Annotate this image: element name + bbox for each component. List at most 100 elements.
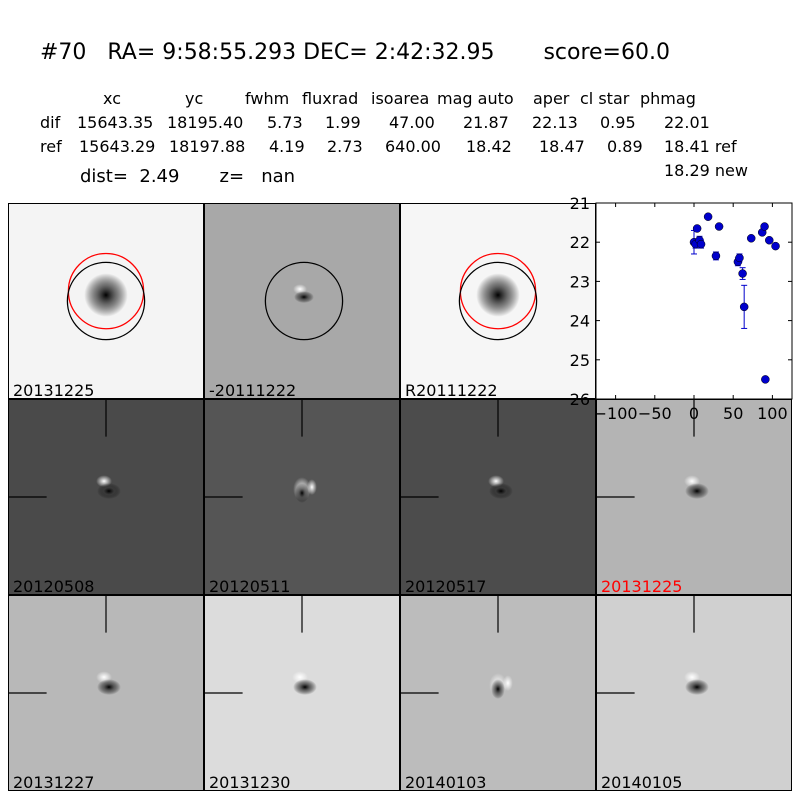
stamp-date-label: 20140105 [601, 773, 683, 791]
dif-aper: 22.13 [532, 113, 578, 132]
stamp-date-label: 20120508 [13, 577, 95, 595]
row-label-ref: ref [40, 137, 62, 156]
residual-negative [489, 483, 513, 499]
residual-negative [685, 679, 709, 695]
x-tick-label: −50 [638, 404, 672, 423]
y-tick-label: 25 [570, 351, 590, 370]
stamp-image [597, 400, 709, 499]
residual-negative [295, 483, 309, 503]
data-point [696, 239, 706, 249]
ref-isoarea: 640.00 [385, 137, 441, 156]
ref-fluxrad: 2.73 [327, 137, 363, 156]
ref-xc: 15643.29 [79, 137, 156, 156]
aperture-circle-black [66, 261, 146, 341]
stamp-image [401, 596, 513, 699]
dif-phmag: 22.01 [664, 113, 710, 132]
light-curve-svg: 21 22 23 24 25 26−100 −50 0 50 100 [570, 194, 793, 423]
data-point [692, 224, 702, 233]
stamp-image [9, 400, 121, 499]
stamp-date-label: 20140103 [405, 773, 487, 791]
data-point [765, 235, 774, 245]
residual-negative [294, 291, 314, 303]
stamp-image [264, 261, 344, 341]
data-point [711, 251, 721, 261]
stamp-image [458, 252, 538, 341]
residual-negative [97, 483, 121, 499]
stamp-panel: 20120517 [400, 399, 596, 595]
stamp-date-label: 20131225 [601, 577, 683, 595]
stamp-image [205, 596, 317, 695]
ref-aper: 18.47 [539, 137, 585, 156]
col-header-fluxrad: fluxrad [302, 89, 359, 108]
source-star [84, 273, 128, 317]
ref-cl-star: 0.89 [607, 137, 643, 156]
col-header-fwhm: fwhm [245, 89, 290, 108]
stamp-image [205, 400, 317, 503]
dif-cl-star: 0.95 [600, 113, 636, 132]
stamp-date-label: -20111222 [209, 381, 297, 399]
stamp-panel: 20131225 [596, 399, 792, 595]
residual-negative [491, 679, 505, 699]
residual-negative [293, 679, 317, 695]
col-header-xc: xc [103, 89, 121, 108]
dif-yc: 18195.40 [167, 113, 244, 132]
ref-yc: 18197.88 [169, 137, 246, 156]
col-header-cl-star: cl star [580, 89, 630, 108]
col-header-mag-auto: mag auto [437, 89, 514, 108]
stamp-panel: 20131225 [8, 203, 204, 399]
stamp-panel: 20120511 [204, 399, 400, 595]
data-point [703, 212, 713, 221]
stamp-panel: R20111222 [400, 203, 596, 399]
stamp-image [401, 400, 513, 499]
residual-positive [502, 675, 513, 692]
stamp-date-label: R20111222 [405, 381, 498, 399]
dif-xc: 15643.35 [77, 113, 154, 132]
y-tick-label: 22 [570, 233, 590, 252]
residual-negative [97, 679, 121, 695]
dif-isoarea: 47.00 [389, 113, 435, 132]
col-header-aper: aper [533, 89, 570, 108]
stamp-date-label: 20131225 [13, 381, 95, 399]
col-header-isoarea: isoarea [371, 89, 430, 108]
stamp-date-label: 20131227 [13, 773, 95, 791]
stamp-date-label: 20120517 [405, 577, 487, 595]
ref-phmag: 18.41 ref [664, 137, 737, 156]
data-point [771, 241, 780, 251]
dif-fluxrad: 1.99 [325, 113, 361, 132]
y-tick-label: 24 [570, 312, 590, 331]
col-header-phmag: phmag [640, 89, 696, 108]
light-curve-plot: 21 22 23 24 25 26 −100 −50 0 50 100 [570, 194, 793, 423]
ref-fwhm: 4.19 [269, 137, 305, 156]
aperture-circle-black [264, 261, 344, 341]
stamp-panel: 20140103 [400, 595, 596, 791]
row-label-dif: dif [40, 113, 61, 132]
stamp-panel: 20120508 [8, 399, 204, 595]
dif-fwhm: 5.73 [267, 113, 303, 132]
stamp-panel: 20131227 [8, 595, 204, 791]
ref-mag-auto: 18.42 [466, 137, 512, 156]
y-tick-label: 26 [570, 390, 590, 409]
aperture-circle-black [458, 261, 538, 341]
residual-positive [306, 479, 317, 496]
residual-negative [685, 483, 709, 499]
stamp-date-label: 20120511 [209, 577, 291, 595]
new-phmag: 18.29 new [664, 161, 748, 180]
data-point [761, 375, 770, 384]
data-point [738, 269, 747, 278]
x-tick-label: 0 [689, 404, 699, 423]
col-header-yc: yc [185, 89, 204, 108]
distance-redshift-line: dist= 2.49 z= nan [80, 166, 296, 187]
data-point [760, 222, 769, 231]
data-point [714, 222, 724, 231]
x-tick-label: 100 [757, 404, 788, 423]
data-point [735, 253, 744, 263]
stamp-image [597, 596, 709, 695]
x-tick-label: −100 [594, 404, 638, 423]
stamp-image [9, 596, 121, 695]
stamp-image [66, 252, 146, 341]
stamp-grid: 20131225 -20111222 R20111222 20120508 201205… [8, 203, 792, 791]
y-tick-label: 23 [570, 272, 590, 291]
source-star [476, 273, 520, 317]
stamp-panel: -20111222 [204, 203, 400, 399]
data-point [746, 234, 756, 243]
